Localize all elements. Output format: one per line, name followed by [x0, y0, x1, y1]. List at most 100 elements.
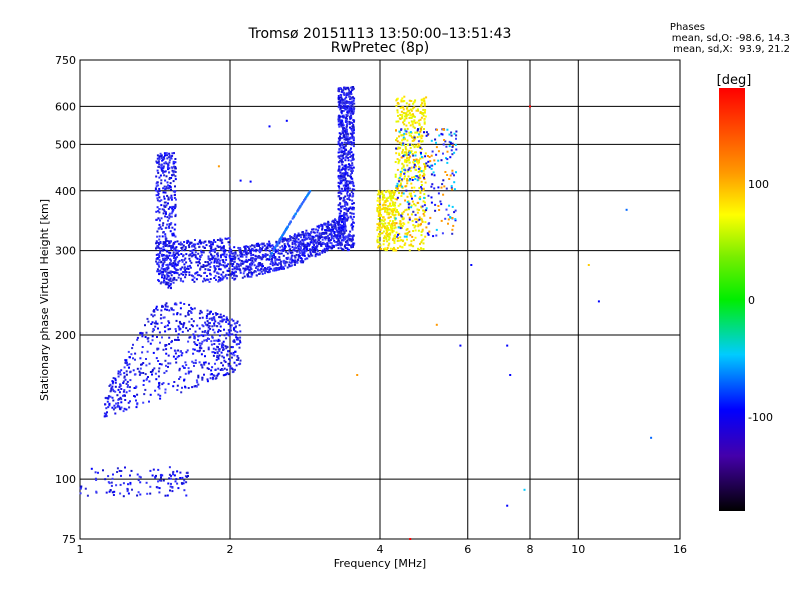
data-point [214, 268, 217, 270]
data-point [279, 260, 282, 263]
data-point [172, 313, 175, 316]
data-point [192, 243, 195, 246]
data-point [231, 252, 234, 255]
data-point [94, 477, 97, 480]
data-point [387, 211, 390, 214]
data-point [176, 240, 179, 243]
data-point [314, 238, 317, 241]
data-point [155, 182, 158, 185]
data-point [172, 180, 175, 183]
data-point [390, 205, 393, 208]
data-point [244, 260, 247, 263]
data-point [170, 248, 173, 251]
data-point [298, 206, 301, 209]
data-point [171, 174, 174, 177]
data-point [410, 204, 413, 207]
data-point [309, 234, 312, 237]
data-point [160, 476, 162, 479]
data-point [219, 248, 222, 251]
data-point [174, 215, 177, 218]
data-point [284, 245, 286, 247]
data-point [204, 240, 207, 243]
data-point [157, 192, 160, 195]
data-point [181, 249, 183, 252]
data-point [198, 334, 201, 337]
data-point [245, 258, 248, 261]
data-point [278, 256, 281, 259]
data-point [387, 244, 390, 247]
data-point [217, 272, 220, 275]
data-point [452, 224, 455, 227]
data-point [350, 159, 353, 162]
data-point [225, 277, 228, 280]
data-point [312, 250, 315, 253]
data-point [207, 334, 210, 336]
data-point [350, 112, 353, 115]
data-point [344, 247, 347, 250]
data-point [340, 182, 343, 185]
data-point [117, 404, 119, 407]
data-point [163, 185, 166, 188]
data-point [155, 175, 158, 178]
data-point [337, 232, 340, 235]
data-point [346, 117, 348, 120]
data-point [448, 145, 451, 148]
data-point [296, 261, 299, 264]
data-point [339, 155, 342, 157]
data-point [149, 371, 152, 373]
data-point [393, 214, 396, 217]
data-point [310, 241, 313, 244]
data-point [231, 318, 233, 321]
data-point [198, 241, 201, 244]
data-point [421, 135, 424, 137]
data-point [221, 320, 224, 323]
data-point [170, 274, 173, 277]
data-point [180, 272, 183, 275]
data-point [213, 265, 216, 267]
data-point [112, 473, 114, 476]
data-point [313, 236, 316, 239]
data-point [380, 208, 383, 211]
data-point [423, 173, 426, 176]
data-point [337, 169, 340, 172]
data-point [424, 201, 426, 204]
data-point [161, 224, 164, 227]
data-point [397, 237, 399, 240]
data-point [343, 201, 346, 204]
data-point [408, 109, 410, 112]
data-point [346, 239, 349, 242]
data-point [198, 274, 201, 277]
data-point [349, 187, 351, 190]
data-point [227, 329, 230, 332]
data-point [401, 224, 404, 227]
data-point [187, 475, 189, 477]
data-point [401, 151, 404, 154]
data-point [133, 387, 136, 389]
data-point [398, 232, 401, 235]
data-point [208, 251, 211, 254]
data-point [184, 361, 187, 364]
data-point [399, 225, 402, 228]
data-point [169, 283, 172, 285]
data-point [339, 122, 342, 125]
data-point [189, 328, 191, 330]
data-point [339, 135, 341, 138]
data-point [163, 195, 165, 198]
data-point [165, 254, 168, 257]
data-point [341, 221, 344, 224]
data-point [168, 321, 171, 324]
data-point [160, 473, 163, 476]
data-point [407, 153, 410, 156]
data-point [405, 130, 408, 133]
y-tick-label: 500 [55, 138, 76, 151]
data-point [260, 243, 263, 246]
data-point [442, 193, 445, 196]
data-point [219, 325, 222, 328]
data-point [151, 335, 154, 338]
data-point [155, 357, 158, 360]
data-point [398, 192, 401, 194]
data-point [213, 318, 216, 321]
data-point [166, 266, 169, 269]
data-point [221, 253, 224, 256]
data-point [205, 339, 208, 341]
